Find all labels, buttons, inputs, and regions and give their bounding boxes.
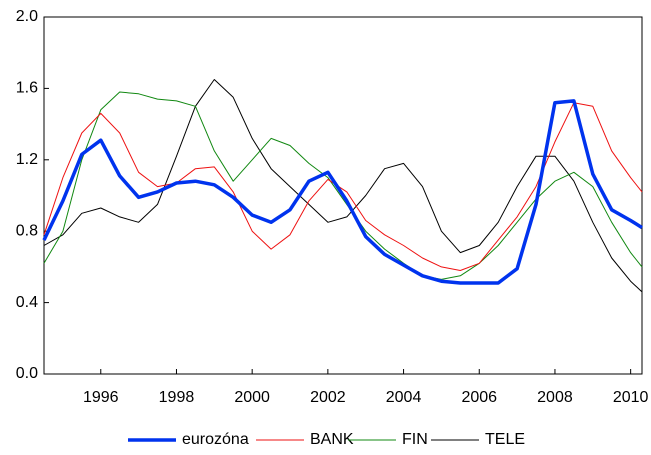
series-line — [42, 99, 643, 285]
y-tick-label: 0.4 — [16, 294, 38, 311]
x-tick-label: 2008 — [537, 389, 573, 406]
legend-label: TELE — [485, 431, 525, 448]
legend-label: FIN — [402, 431, 428, 448]
x-tick-label: 2004 — [386, 389, 422, 406]
legend-label: eurozóna — [182, 431, 249, 448]
plot-frame — [43, 16, 643, 375]
y-tick-label: 0.0 — [16, 365, 38, 382]
x-tick-label: 2000 — [234, 389, 270, 406]
y-tick-label: 1.2 — [16, 151, 38, 168]
legend-label: BANK — [310, 431, 354, 448]
x-tick-label: 2002 — [310, 389, 346, 406]
x-tick-label: 1996 — [83, 389, 119, 406]
y-tick-label: 0.8 — [16, 222, 38, 239]
x-tick-label: 2010 — [613, 389, 649, 406]
y-tick-label: 2.0 — [16, 8, 38, 25]
x-tick-label: 1998 — [159, 389, 195, 406]
y-tick-label: 1.6 — [16, 80, 38, 97]
series-line — [43, 102, 643, 271]
x-tick-label: 2006 — [461, 389, 497, 406]
